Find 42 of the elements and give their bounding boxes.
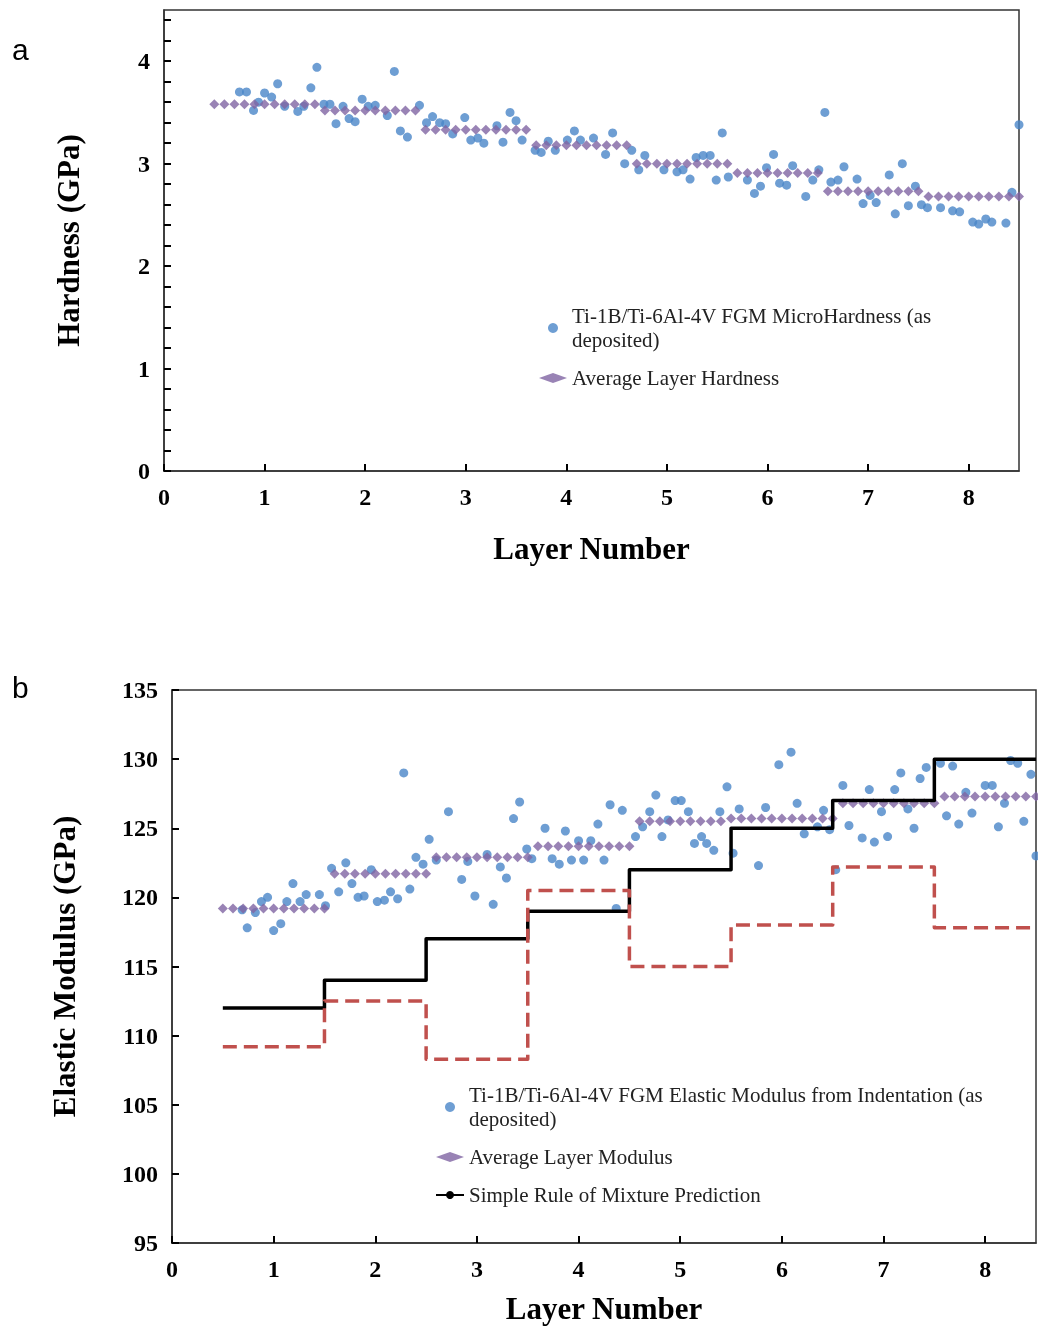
- y-tick-label: 125: [122, 815, 158, 842]
- legend-label: Simple Rule of Mixture Prediction: [469, 1183, 762, 1207]
- x-tick-label: 6: [775, 1256, 788, 1282]
- y-tick-label: 115: [123, 953, 158, 980]
- y-tick-label: 4: [138, 48, 150, 75]
- y-tick-label: 135: [122, 677, 158, 703]
- text: a: [12, 32, 29, 66]
- y-tick-label: 95: [134, 1230, 158, 1256]
- y-tick-label: 1: [138, 355, 150, 382]
- x-axis-title: Layer Number: [505, 1291, 703, 1326]
- y-axis-title: Hardness (GPa): [51, 134, 86, 347]
- y-tick-label: 3: [138, 150, 150, 177]
- x-tick-label: 3: [459, 484, 472, 510]
- legend-label: Average Layer Modulus: [469, 1145, 673, 1169]
- x-tick-label: 8: [962, 484, 975, 510]
- y-tick-label: 130: [122, 746, 158, 773]
- x-axis-title: Layer Number: [493, 531, 691, 566]
- y-tick-label: 100: [122, 1160, 158, 1187]
- y-tick-label: 2: [138, 253, 150, 280]
- x-tick-label: 5: [674, 1256, 687, 1282]
- x-tick-label: 1: [267, 1256, 280, 1282]
- text: b: [12, 670, 29, 704]
- x-tick-label: 7: [877, 1256, 890, 1282]
- x-tick-label: 3: [470, 1256, 483, 1282]
- y-tick-label: 120: [122, 884, 158, 911]
- y-tick-label: 110: [123, 1022, 158, 1049]
- x-tick-label: 5: [660, 484, 673, 510]
- x-tick-label: 7: [862, 484, 875, 510]
- x-tick-label: 4: [560, 484, 573, 510]
- x-tick-label: 0: [166, 1256, 178, 1282]
- x-tick-label: 8: [979, 1256, 992, 1282]
- legend-label: Average Layer Hardness: [572, 366, 780, 390]
- legend-label: Ti-1B/Ti-6Al-4V FGM MicroHardness (as deposited): [572, 304, 937, 352]
- x-tick-label: 4: [572, 1256, 585, 1282]
- x-tick-label: 2: [369, 1256, 382, 1282]
- x-tick-label: 2: [359, 484, 372, 510]
- x-tick-label: 1: [258, 484, 271, 510]
- y-tick-label: 0: [138, 458, 150, 484]
- y-tick-label: 105: [122, 1091, 158, 1118]
- x-tick-label: 6: [761, 484, 774, 510]
- y-axis-title: Elastic Modulus (GPa): [47, 815, 82, 1118]
- legend-label: Ti-1B/Ti-6Al-4V FGM Elastic Modulus from Indentation (as deposited): [469, 1083, 988, 1131]
